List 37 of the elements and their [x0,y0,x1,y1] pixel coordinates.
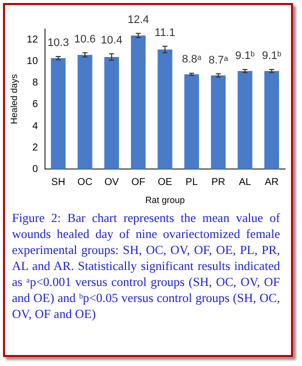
bar [264,71,279,170]
data-label: 10.3 [48,37,69,50]
data-label: 10.6 [74,33,96,46]
y-tick-label: 4 [32,120,38,132]
x-tick-label: OE [158,176,173,188]
x-tick-label: SH [51,176,66,188]
data-label: 8.7ᵃ [208,54,229,66]
bar [78,54,92,170]
bar [50,58,66,170]
y-tick-label: 6 [32,99,38,110]
x-tick-label: PR [211,176,226,188]
bar [104,57,119,170]
bar [184,74,199,170]
data-label: 12.4 [128,14,149,26]
y-tick-label: 0 [32,164,38,175]
x-tick-label: AR [264,176,279,188]
data-label: 10.4 [100,34,122,46]
y-tick-label: 10 [26,56,38,68]
bar [158,49,172,170]
data-label: 8.8ᵃ [182,54,202,66]
bar [210,75,226,170]
x-tick-label: AL [238,176,252,188]
data-label: 9.1ᵇ [262,50,282,62]
y-tick-label: 2 [32,142,38,154]
y-tick-label: 12 [26,34,38,46]
x-tick-label: OV [104,176,120,188]
bar [130,35,146,170]
x-axis-title: Rat group [145,195,185,206]
x-tick-label: OF [131,176,146,188]
caption: Figure 2: Bar chart represents the mean value of wounds healed day of nine ovariectomized female experimental groups: SH, OC, OV, OF, OE, PL, PR, AL and AR. Statistically significant results indicated as ᵃp<0.001 versus control groups (SH, OC, OV, OF and OE) and ᵇp<0.05 versus control groups (SH, OC, OV, OF and OE) [12,210,280,322]
data-label: 11.1 [154,26,176,39]
y-tick-label: 8 [32,78,38,89]
data-label: 9.1ᵇ [235,50,255,62]
bar [238,71,252,170]
x-tick-label: OC [77,176,92,188]
x-tick-label: PL [186,176,198,188]
y-axis-title: Healed days [8,74,19,124]
